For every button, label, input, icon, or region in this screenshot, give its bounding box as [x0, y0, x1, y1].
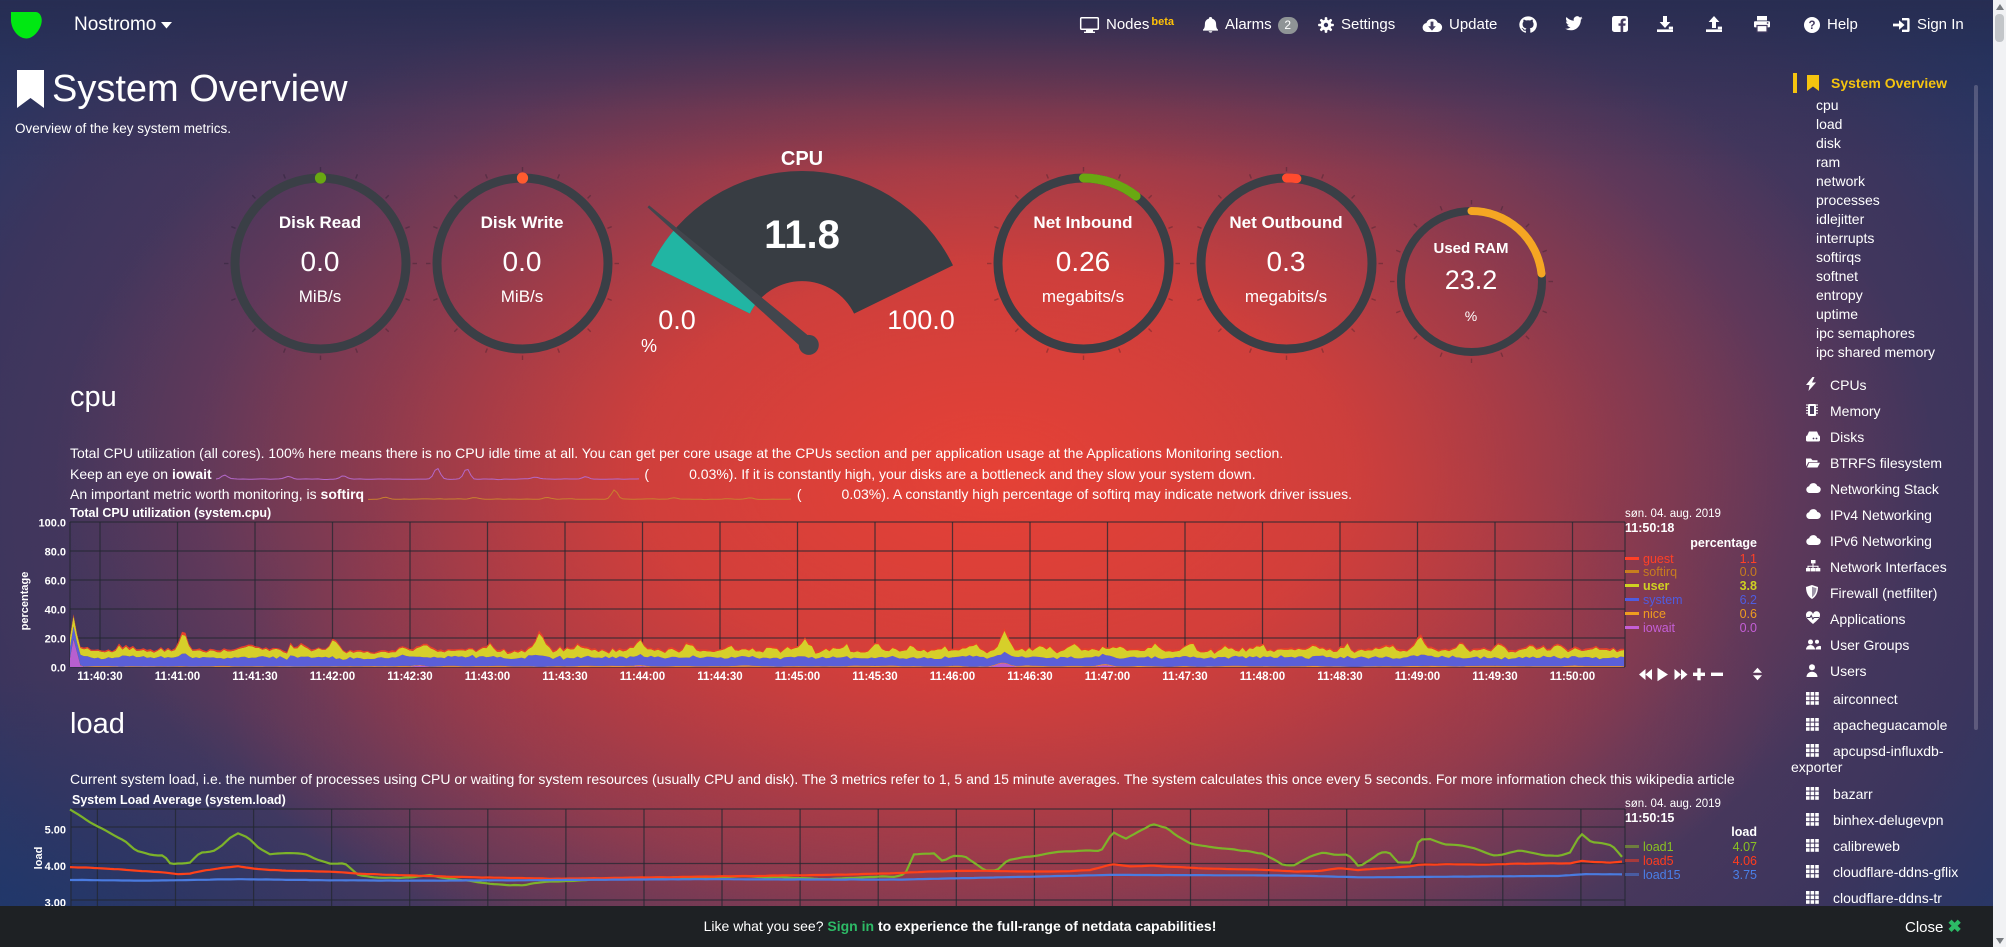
- svg-text:80.0: 80.0: [45, 547, 66, 559]
- svg-text:11:43:00: 11:43:00: [465, 671, 510, 683]
- svg-text:11:42:30: 11:42:30: [387, 671, 432, 683]
- svg-text:11:49:30: 11:49:30: [1472, 671, 1517, 683]
- svg-text:0.0: 0.0: [51, 663, 66, 675]
- svg-text:4.00: 4.00: [45, 861, 66, 873]
- svg-text:11:49:00: 11:49:00: [1395, 671, 1440, 683]
- svg-text:load: load: [33, 847, 45, 870]
- svg-text:20.0: 20.0: [45, 634, 66, 646]
- svg-text:11:47:30: 11:47:30: [1162, 671, 1207, 683]
- svg-text:11:43:30: 11:43:30: [542, 671, 587, 683]
- svg-text:11:46:00: 11:46:00: [930, 671, 975, 683]
- svg-text:percentage: percentage: [19, 572, 31, 631]
- svg-text:11:42:00: 11:42:00: [310, 671, 355, 683]
- svg-text:60.0: 60.0: [45, 576, 66, 588]
- svg-text:11:45:30: 11:45:30: [852, 671, 897, 683]
- svg-text:40.0: 40.0: [45, 605, 66, 617]
- svg-text:11:48:00: 11:48:00: [1240, 671, 1285, 683]
- svg-text:11:44:00: 11:44:00: [620, 671, 665, 683]
- svg-text:11:46:30: 11:46:30: [1007, 671, 1052, 683]
- svg-text:11:41:00: 11:41:00: [155, 671, 200, 683]
- svg-text:11:45:00: 11:45:00: [775, 671, 820, 683]
- svg-text:11:47:00: 11:47:00: [1085, 671, 1130, 683]
- svg-text:100.0: 100.0: [38, 518, 66, 530]
- svg-text:5.00: 5.00: [45, 825, 66, 837]
- svg-text:11:40:30: 11:40:30: [77, 671, 122, 683]
- svg-text:11:48:30: 11:48:30: [1317, 671, 1362, 683]
- svg-text:11:44:30: 11:44:30: [697, 671, 742, 683]
- svg-text:?: ?: [1808, 20, 1815, 32]
- svg-text:11:41:30: 11:41:30: [232, 671, 277, 683]
- svg-text:11:50:00: 11:50:00: [1550, 671, 1595, 683]
